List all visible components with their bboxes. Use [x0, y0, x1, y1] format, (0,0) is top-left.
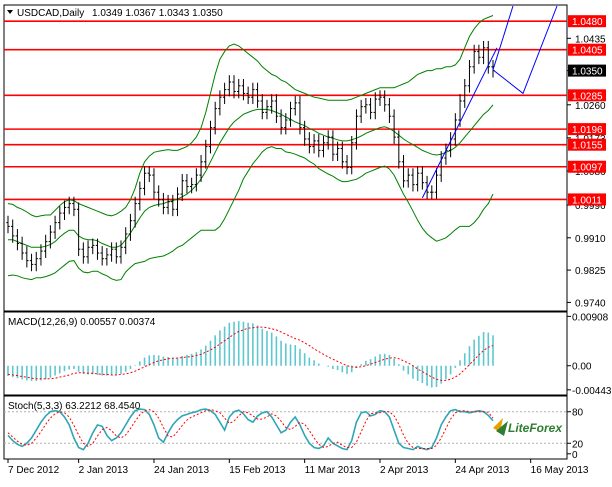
level-label-box: [568, 15, 606, 28]
level-label-box: [568, 123, 606, 136]
stoch-axis: 80 200: [567, 408, 584, 461]
macd-title: MACD(12,26,9) 0.00557 0.00374: [8, 317, 156, 328]
time-tick-label: 16 May 2013: [531, 465, 589, 476]
level-label-box: [568, 43, 606, 56]
time-tick-label: 7 Dec 2012: [8, 465, 60, 476]
time-tick-label: 24 Jan 2013: [154, 465, 209, 476]
level-label-box: [568, 193, 606, 206]
level-label-box: [568, 138, 606, 151]
level-label: 1.0011: [572, 195, 602, 206]
time-tick-label: 24 Apr 2013: [455, 465, 509, 476]
stoch-title: Stoch(5,3,3) 63.2212 68.4540: [8, 401, 141, 412]
price-tick-label: 1.0435: [575, 34, 606, 45]
watermark-text: LiteForex: [508, 421, 563, 435]
forecast-path-down-up: [492, 5, 558, 95]
chart-header: USDCAD,Daily 1.0349 1.0367 1.0343 1.0350: [7, 8, 223, 19]
support-resistance-levels: [4, 20, 567, 201]
macd-axis: 0.00908 0.00 -0.00443: [567, 312, 612, 397]
bollinger-middle-line: [8, 104, 494, 248]
stoch-tick-label: 0: [572, 450, 578, 461]
stoch-plot: [4, 408, 567, 451]
time-axis: 7 Dec 2012 2 Jan 2013 24 Jan 2013 15 Feb 20…: [7, 459, 589, 476]
macd-tick-label: 0.00: [572, 362, 592, 373]
current-price-box: [568, 64, 606, 77]
current-price-label: 1.0350: [572, 67, 603, 78]
level-label: 1.0405: [572, 46, 603, 57]
price-panel-frame: [3, 4, 568, 312]
bollinger-lower-line: [7, 146, 494, 281]
level-label-box: [568, 89, 606, 102]
price-tick-label: 0.9825: [575, 266, 606, 277]
stoch-tick-label: 80: [572, 408, 584, 419]
price-axis: 1.04351.03501.02601.01731.00860.99960.99…: [567, 15, 606, 309]
uptrend-line: [421, 47, 498, 199]
liteforex-logo: LiteForex: [493, 418, 563, 436]
stoch-panel-frame: [3, 395, 568, 460]
price-tick-label: 0.9740: [575, 298, 606, 309]
forecast-path-up: [492, 5, 514, 70]
macd-tick-label: -0.00443: [572, 386, 612, 397]
time-tick-label: 11 Mar 2013: [305, 465, 361, 476]
level-label: 1.0285: [572, 91, 603, 102]
stoch-main-line: [7, 408, 494, 451]
level-label: 1.0097: [572, 163, 603, 174]
dropdown-triangle-icon[interactable]: [7, 10, 13, 14]
macd-signal-line: [7, 326, 494, 381]
level-label: 1.0196: [572, 125, 603, 136]
level-label-box: [568, 160, 606, 173]
price-tick-label: 0.9910: [575, 234, 606, 245]
level-label: 1.0155: [572, 141, 603, 152]
price-tick-label: 0.9996: [575, 201, 606, 212]
macd-tick-label: 0.00908: [572, 312, 609, 323]
time-tick-label: 2 Jan 2013: [79, 465, 129, 476]
price-tick-label: 1.0260: [575, 101, 606, 112]
trend-drawings: [421, 5, 558, 199]
level-label: 1.0480: [572, 17, 603, 28]
symbol-label: USDCAD,Daily: [17, 8, 84, 19]
macd-plot: [7, 321, 494, 388]
ohlc-values: 1.0349 1.0367 1.0343 1.0350: [92, 8, 223, 19]
bollinger-bands: [7, 15, 494, 281]
stoch-signal-line: [7, 409, 494, 449]
bollinger-upper-line: [7, 15, 494, 218]
macd-panel-frame: [3, 311, 568, 396]
stoch-tick-label: 20: [572, 439, 584, 450]
candles: [6, 40, 495, 272]
time-tick-label: 15 Feb 2013: [229, 465, 286, 476]
time-tick-label: 2 Apr 2013: [380, 465, 429, 476]
